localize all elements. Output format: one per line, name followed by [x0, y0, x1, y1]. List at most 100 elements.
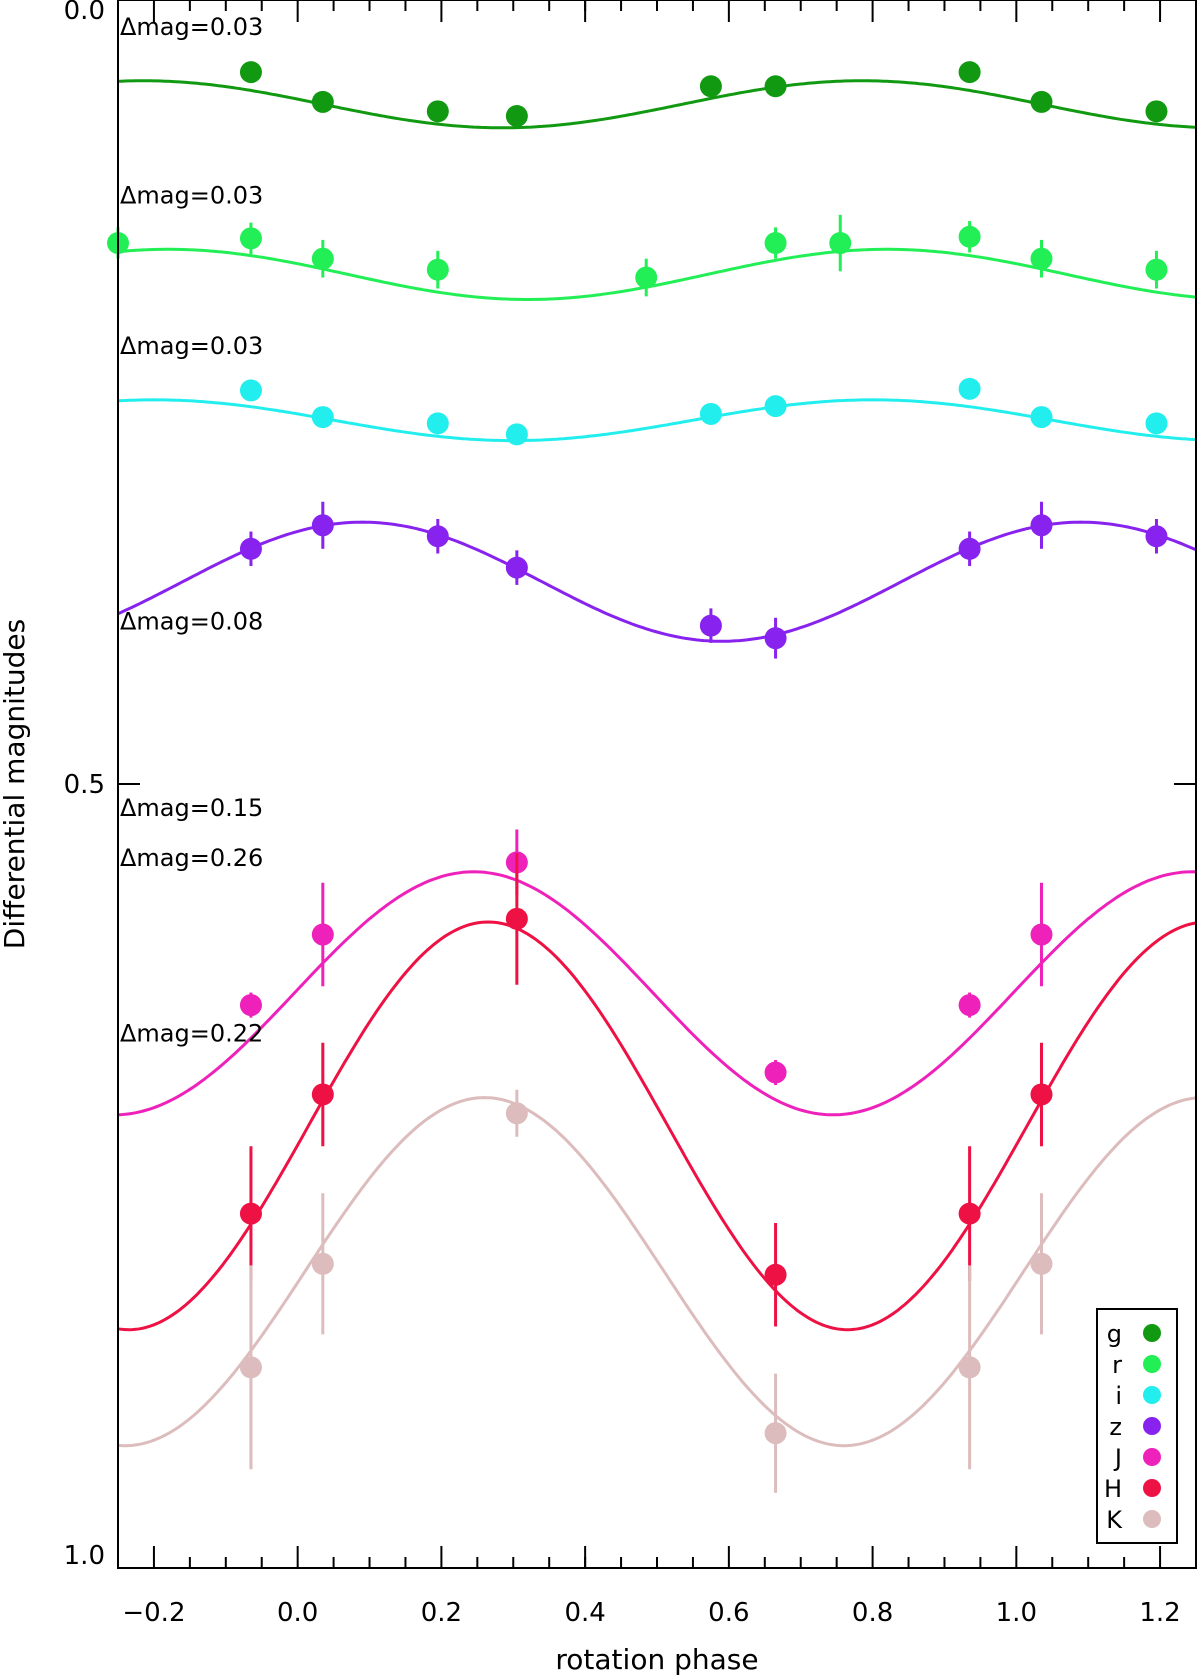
- data-point-z-6: [958, 537, 981, 560]
- fit-curve-J: [117, 870, 1197, 1117]
- x-axis-label: rotation phase: [555, 1643, 758, 1676]
- fit-curve-g: [117, 79, 1197, 130]
- data-point-r-4: [635, 266, 658, 289]
- data-point-z-3: [505, 556, 528, 579]
- legend-label-r: r: [1112, 1351, 1122, 1379]
- data-point-K-5: [1030, 1252, 1053, 1275]
- data-point-i-6: [958, 377, 981, 400]
- x-tick-label: 0.2: [421, 1598, 462, 1628]
- legend-marker-i: [1143, 1386, 1161, 1404]
- amplitude-label-z: Δmag=0.08: [120, 608, 263, 636]
- data-point-i-1: [311, 406, 334, 429]
- data-point-r-1: [239, 227, 262, 250]
- amplitude-label-K: Δmag=0.22: [120, 1020, 263, 1048]
- data-point-i-4: [699, 402, 722, 425]
- data-point-r-7: [958, 225, 981, 248]
- data-point-r-8: [1030, 247, 1053, 270]
- data-point-g-4: [699, 75, 722, 98]
- fit-curves: [117, 79, 1197, 1448]
- data-point-g-8: [1145, 100, 1168, 123]
- data-point-i-7: [1030, 406, 1053, 429]
- data-point-z-2: [426, 525, 449, 548]
- x-tick-label: 1.0: [996, 1598, 1037, 1628]
- y-tick-label: 1.0: [64, 1541, 105, 1571]
- amplitude-label-H: Δmag=0.26: [120, 844, 263, 872]
- data-point-z-7: [1030, 514, 1053, 537]
- legend-label-H: H: [1104, 1475, 1122, 1503]
- legend-label-K: K: [1106, 1506, 1123, 1534]
- data-point-J-5: [1030, 923, 1053, 946]
- legend-marker-z: [1143, 1417, 1161, 1435]
- data-point-g-7: [1030, 90, 1053, 113]
- data-point-g-3: [505, 105, 528, 128]
- amplitude-label-g: Δmag=0.03: [120, 13, 263, 41]
- data-point-J-0: [239, 994, 262, 1017]
- amplitude-label-i: Δmag=0.03: [120, 332, 263, 360]
- x-tick-label: −0.2: [122, 1598, 185, 1628]
- data-point-i-0: [239, 379, 262, 402]
- data-point-r-5: [764, 232, 787, 255]
- tick-labels: −0.2 0.0 0.2 0.4 0.6 0.8 1.0 1.2 0.0 0.5 1.0: [64, 0, 1181, 1628]
- data-point-r-3: [426, 258, 449, 281]
- y-axis-label: Differential magnitudes: [0, 619, 31, 949]
- data-point-z-0: [239, 537, 262, 560]
- data-point-g-6: [958, 61, 981, 84]
- fit-curve-H: [117, 920, 1197, 1332]
- amplitude-label-r: Δmag=0.03: [120, 181, 263, 209]
- data-point-J-3: [764, 1061, 787, 1084]
- data-point-H-2: [505, 907, 528, 930]
- legend-marker-K: [1143, 1510, 1161, 1528]
- x-tick-label: 0.8: [852, 1598, 893, 1628]
- amplitude-labels: Δmag=0.03 Δmag=0.03 Δmag=0.03 Δmag=0.08 Δmag…: [120, 13, 263, 1048]
- data-point-H-1: [311, 1083, 334, 1106]
- data-point-K-1: [311, 1252, 334, 1275]
- x-tick-label: 0.0: [277, 1598, 318, 1628]
- y-tick-label: 0.0: [64, 0, 105, 26]
- data-point-i-3: [505, 423, 528, 446]
- data-point-r-9: [1145, 258, 1168, 281]
- data-point-g-0: [239, 61, 262, 84]
- data-point-H-4: [958, 1202, 981, 1225]
- data-point-g-2: [426, 100, 449, 123]
- legend-marker-g: [1143, 1324, 1161, 1342]
- legend-marker-J: [1143, 1448, 1161, 1466]
- fit-curve-z: [117, 520, 1197, 643]
- fit-curve-i: [117, 398, 1197, 443]
- data-point-i-2: [426, 412, 449, 435]
- data-point-J-1: [311, 923, 334, 946]
- data-points: [107, 61, 1168, 1493]
- data-point-z-5: [764, 627, 787, 650]
- legend-box: [1096, 1308, 1178, 1544]
- data-point-r-6: [829, 232, 852, 255]
- legend-marker-r: [1143, 1355, 1161, 1373]
- data-point-H-0: [239, 1202, 262, 1225]
- data-point-H-3: [764, 1263, 787, 1286]
- fit-curve-r: [117, 247, 1197, 301]
- y-tick-label: 0.5: [64, 770, 105, 800]
- data-point-z-8: [1145, 525, 1168, 548]
- data-point-K-2: [505, 1102, 528, 1125]
- data-point-g-1: [311, 90, 334, 113]
- data-point-z-4: [699, 614, 722, 637]
- data-point-K-4: [958, 1356, 981, 1379]
- data-point-K-0: [239, 1356, 262, 1379]
- data-point-z-1: [311, 514, 334, 537]
- data-point-g-5: [764, 75, 787, 98]
- plot-frame: [117, 0, 1197, 1569]
- amplitude-label-J: Δmag=0.15: [120, 794, 263, 822]
- data-point-r-2: [311, 247, 334, 270]
- axis-ticks: [118, 0, 1196, 1569]
- x-tick-label: 0.4: [564, 1598, 605, 1628]
- data-point-K-3: [764, 1422, 787, 1445]
- data-point-i-8: [1145, 412, 1168, 435]
- legend-label-g: g: [1107, 1320, 1122, 1348]
- data-point-i-5: [764, 395, 787, 418]
- legend-label-J: J: [1113, 1444, 1122, 1472]
- legend-label-i: i: [1115, 1382, 1122, 1410]
- data-point-H-5: [1030, 1083, 1053, 1106]
- x-tick-label: 0.6: [708, 1598, 749, 1628]
- legend-marker-H: [1143, 1479, 1161, 1497]
- x-tick-label: 1.2: [1139, 1598, 1180, 1628]
